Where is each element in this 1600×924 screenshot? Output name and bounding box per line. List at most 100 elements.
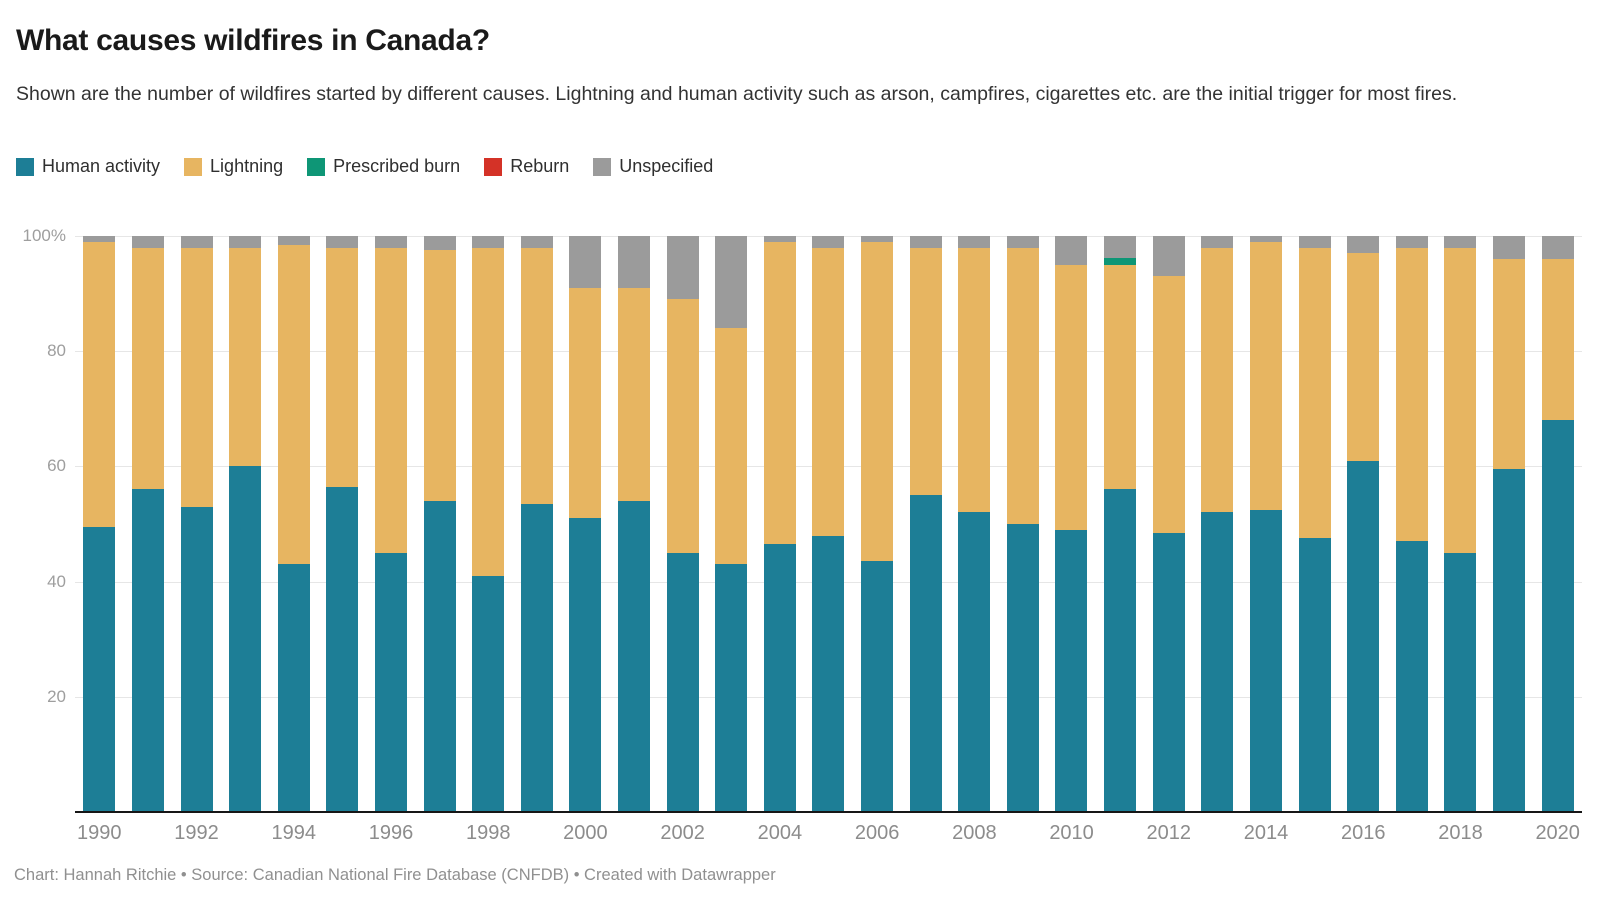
bar-segment-lightning[interactable] (83, 241, 116, 527)
bar-segment-lightning[interactable] (423, 250, 456, 501)
bar-1999[interactable] (520, 236, 553, 812)
bar-segment-human-activity[interactable] (861, 561, 894, 812)
bar-2006[interactable] (861, 236, 894, 812)
bar-1992[interactable] (180, 236, 213, 812)
bar-segment-unspecified[interactable] (1006, 236, 1039, 248)
bar-segment-lightning[interactable] (1444, 247, 1477, 553)
bar-2008[interactable] (958, 236, 991, 812)
bar-segment-human-activity[interactable] (909, 495, 942, 812)
bar-2004[interactable] (763, 236, 796, 812)
bar-segment-unspecified[interactable] (861, 236, 894, 242)
bar-2012[interactable] (1152, 236, 1185, 812)
bar-segment-lightning[interactable] (618, 287, 650, 501)
bar-segment-unspecified[interactable] (618, 236, 650, 288)
bar-segment-lightning[interactable] (1298, 247, 1331, 539)
bar-segment-human-activity[interactable] (666, 552, 699, 812)
bar-segment-human-activity[interactable] (1492, 469, 1525, 812)
bar-segment-unspecified[interactable] (83, 236, 116, 242)
bar-segment-human-activity[interactable] (520, 503, 553, 812)
bar-segment-human-activity[interactable] (1201, 512, 1234, 812)
bar-2013[interactable] (1201, 236, 1234, 812)
bar-segment-human-activity[interactable] (812, 535, 845, 812)
bar-segment-human-activity[interactable] (472, 575, 505, 812)
bar-2001[interactable] (618, 236, 650, 812)
bar-segment-human-activity[interactable] (1395, 541, 1428, 812)
bar-segment-human-activity[interactable] (277, 564, 310, 812)
bar-segment-lightning[interactable] (277, 244, 310, 565)
bar-segment-human-activity[interactable] (618, 500, 650, 812)
bar-1994[interactable] (277, 236, 310, 812)
bar-2009[interactable] (1006, 236, 1039, 812)
bar-segment-unspecified[interactable] (812, 236, 845, 248)
bar-segment-unspecified[interactable] (763, 236, 796, 242)
bar-2002[interactable] (666, 236, 699, 812)
bar-segment-human-activity[interactable] (180, 506, 213, 812)
bar-segment-unspecified[interactable] (472, 236, 505, 248)
bar-2003[interactable] (715, 236, 748, 812)
bar-2018[interactable] (1444, 236, 1477, 812)
bar-segment-lightning[interactable] (763, 241, 796, 545)
bar-1996[interactable] (374, 236, 407, 812)
bar-segment-prescribed-burn[interactable] (1104, 257, 1137, 265)
bar-segment-lightning[interactable] (1055, 264, 1088, 530)
bar-2014[interactable] (1249, 236, 1282, 812)
bar-segment-unspecified[interactable] (374, 236, 407, 248)
bar-segment-unspecified[interactable] (909, 236, 942, 248)
bar-segment-unspecified[interactable] (1444, 236, 1477, 248)
bar-segment-lightning[interactable] (374, 247, 407, 553)
bar-segment-unspecified[interactable] (1152, 236, 1185, 277)
bar-segment-human-activity[interactable] (374, 552, 407, 812)
bar-segment-human-activity[interactable] (1298, 538, 1331, 812)
bar-segment-unspecified[interactable] (277, 236, 310, 245)
bar-segment-human-activity[interactable] (1104, 489, 1137, 812)
bar-2000[interactable] (569, 236, 602, 812)
bar-2010[interactable] (1055, 236, 1088, 812)
bar-segment-lightning[interactable] (1249, 241, 1282, 510)
bar-segment-unspecified[interactable] (666, 236, 699, 300)
bar-segment-human-activity[interactable] (326, 486, 359, 812)
bar-segment-lightning[interactable] (666, 299, 699, 553)
bar-1998[interactable] (472, 236, 505, 812)
bar-segment-unspecified[interactable] (1492, 236, 1525, 260)
bar-1991[interactable] (131, 236, 164, 812)
bar-segment-unspecified[interactable] (1298, 236, 1331, 248)
bar-segment-unspecified[interactable] (1055, 236, 1088, 265)
bar-1997[interactable] (423, 236, 456, 812)
bar-segment-human-activity[interactable] (1444, 552, 1477, 812)
bar-2016[interactable] (1347, 236, 1380, 812)
bar-segment-lightning[interactable] (1541, 259, 1574, 421)
bar-segment-human-activity[interactable] (83, 526, 116, 812)
bar-segment-unspecified[interactable] (1541, 236, 1574, 260)
bar-1995[interactable] (326, 236, 359, 812)
bar-segment-human-activity[interactable] (958, 512, 991, 812)
bar-2007[interactable] (909, 236, 942, 812)
bar-segment-lightning[interactable] (1104, 264, 1137, 490)
bar-segment-human-activity[interactable] (1249, 509, 1282, 812)
bar-2020[interactable] (1541, 236, 1574, 812)
bar-segment-lightning[interactable] (326, 247, 359, 487)
bar-segment-lightning[interactable] (1395, 247, 1428, 542)
bar-segment-lightning[interactable] (520, 247, 553, 504)
bar-segment-lightning[interactable] (472, 247, 505, 576)
bar-2005[interactable] (812, 236, 845, 812)
bar-segment-human-activity[interactable] (1152, 532, 1185, 812)
bar-segment-lightning[interactable] (229, 247, 262, 467)
bar-segment-human-activity[interactable] (1006, 524, 1039, 812)
bar-segment-human-activity[interactable] (423, 500, 456, 812)
bar-segment-human-activity[interactable] (229, 466, 262, 812)
bar-segment-lightning[interactable] (715, 328, 748, 565)
bar-segment-unspecified[interactable] (1201, 236, 1234, 248)
bar-1990[interactable] (83, 236, 116, 812)
bar-segment-unspecified[interactable] (131, 236, 164, 248)
bar-segment-unspecified[interactable] (569, 236, 602, 288)
bar-segment-human-activity[interactable] (131, 489, 164, 812)
bar-2015[interactable] (1298, 236, 1331, 812)
bar-segment-unspecified[interactable] (1347, 236, 1380, 254)
bar-segment-lightning[interactable] (1201, 247, 1234, 513)
bar-segment-unspecified[interactable] (229, 236, 262, 248)
bar-segment-lightning[interactable] (1492, 259, 1525, 470)
bar-segment-human-activity[interactable] (569, 518, 602, 812)
bar-segment-unspecified[interactable] (326, 236, 359, 248)
bar-segment-human-activity[interactable] (1541, 420, 1574, 812)
bar-segment-unspecified[interactable] (520, 236, 553, 248)
